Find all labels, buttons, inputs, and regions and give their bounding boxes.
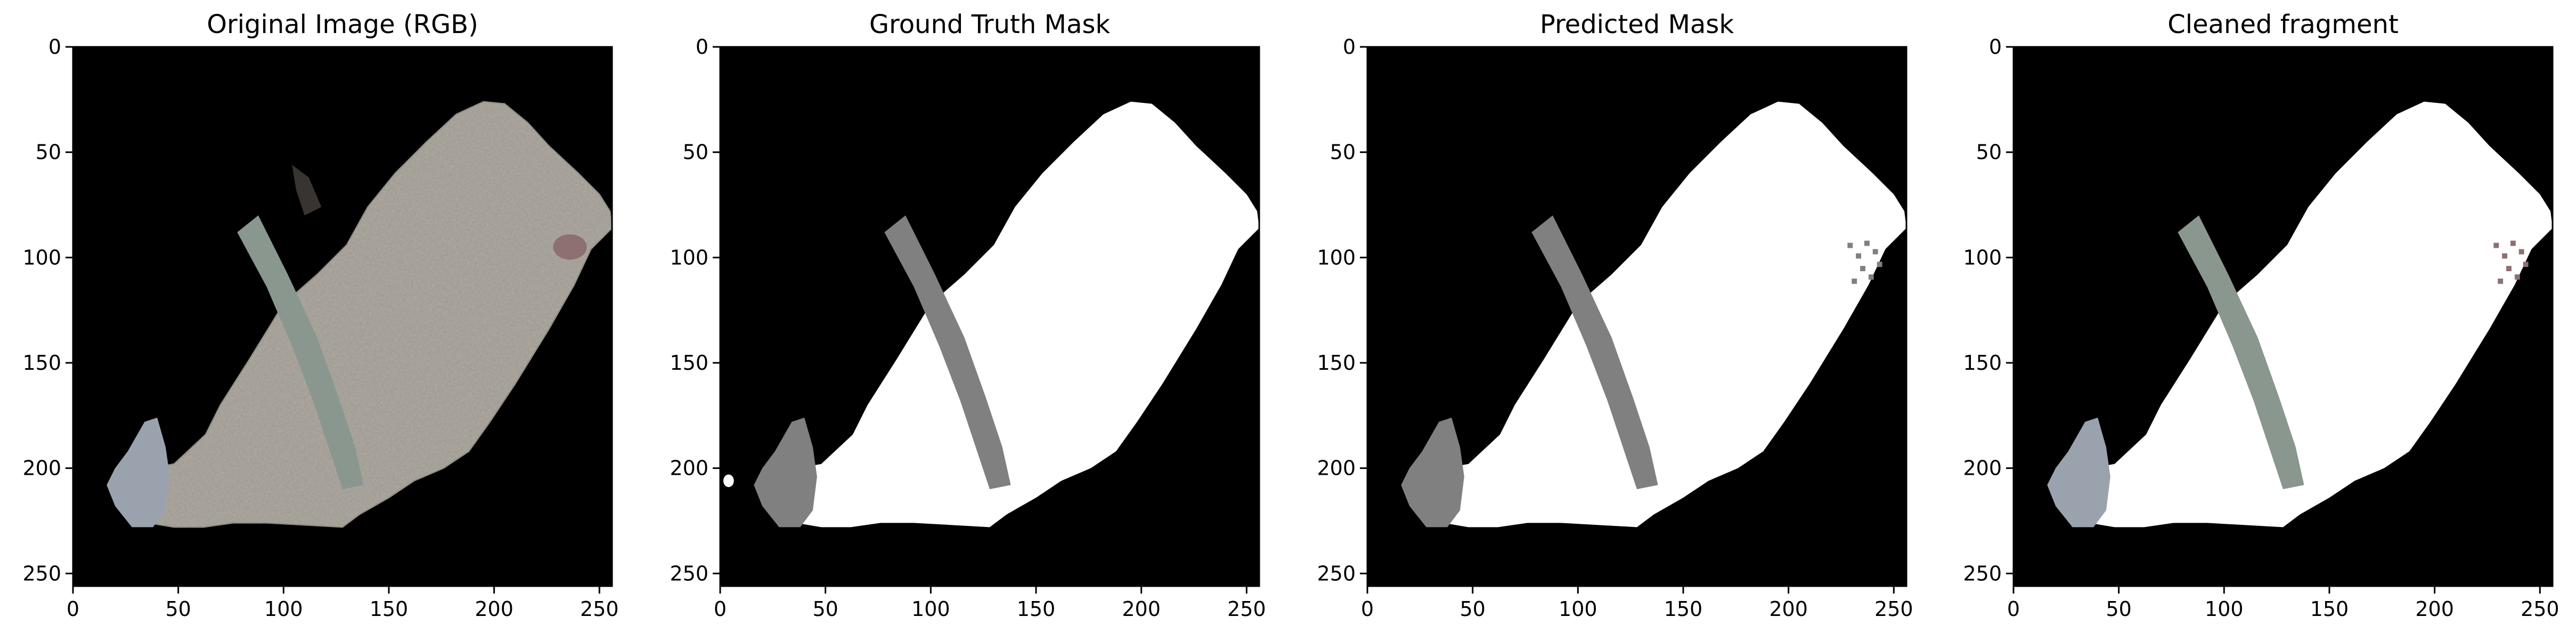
image-content: [1401, 101, 1906, 528]
noise-speck: [1877, 262, 1882, 267]
y-tick-label: 250: [1963, 562, 2002, 585]
axes-frame: [2012, 46, 2554, 587]
x-tick-label: 50: [165, 597, 191, 621]
y-tick-label: 150: [1317, 351, 1356, 375]
edge-fragment: [723, 474, 734, 488]
noise-speck: [1847, 242, 1853, 248]
crack-detail: [292, 165, 322, 216]
noise-speck: [1856, 253, 1862, 259]
axes-frame: [72, 46, 613, 587]
noise-speck: [1852, 278, 1857, 284]
y-tick-label: 0: [48, 35, 61, 59]
noise-speck: [1868, 274, 1874, 280]
noise-speck: [2506, 266, 2512, 272]
y-tick-label: 200: [670, 457, 708, 480]
x-tick-label: 200: [1122, 597, 1161, 621]
x-tick-label: 50: [812, 597, 838, 621]
x-tick-label: 150: [1017, 597, 1056, 621]
blob-region: [2047, 417, 2110, 528]
x-tick-label: 100: [1559, 597, 1597, 621]
x-tick-label: 200: [2415, 597, 2454, 621]
noise-speck: [1860, 266, 1865, 272]
panel-ground-truth: Ground Truth Mask 0 50 100 150 200 250 0 50 100 15…: [670, 10, 1266, 621]
y-tick-label: 50: [1976, 141, 2002, 164]
y-tick-label: 250: [1317, 562, 1356, 585]
y-tick-label: 250: [22, 562, 61, 585]
fragment-mask: [2068, 101, 2553, 528]
y-tick-label: 150: [1963, 351, 2002, 375]
x-tick-label: 250: [1874, 597, 1913, 621]
y-tick-label: 50: [683, 141, 708, 164]
noise-speck: [2510, 240, 2516, 246]
y-tick-label: 100: [22, 246, 61, 269]
y-tick-label: 250: [670, 562, 708, 585]
y-tick-label: 100: [1963, 246, 2002, 269]
y-tick-label: 50: [36, 141, 61, 164]
y-tick-label: 0: [1989, 35, 2002, 59]
x-tick-label: 100: [2205, 597, 2244, 621]
x-tick-label: 0: [67, 597, 79, 621]
y-tick-label: 0: [696, 35, 708, 59]
axes-frame: [719, 46, 1260, 587]
panel-title: Original Image (RGB): [207, 10, 478, 39]
stain-region: [553, 234, 587, 260]
image-content: [723, 101, 1259, 528]
y-tick-label: 200: [22, 457, 61, 480]
noise-speck: [2523, 262, 2529, 267]
noise-speck: [2514, 274, 2520, 280]
x-tick-label: 250: [1227, 597, 1266, 621]
noise-speck: [2502, 253, 2508, 259]
x-tick-label: 100: [264, 597, 303, 621]
y-tick-label: 0: [1343, 35, 1356, 59]
x-tick-label: 150: [1664, 597, 1703, 621]
x-tick-label: 150: [370, 597, 409, 621]
panel-original: Original Image (RGB) 0 50 100 150 200 250 0 50 10…: [22, 10, 618, 621]
x-tick-label: 50: [1460, 597, 1485, 621]
x-tick-label: 200: [1769, 597, 1808, 621]
x-tick-label: 200: [475, 597, 513, 621]
y-tick-label: 100: [1317, 246, 1356, 269]
noise-speck: [1872, 249, 1878, 255]
x-tick-label: 250: [2521, 597, 2559, 621]
x-tick-label: 0: [1361, 597, 1374, 621]
stripe-region: [884, 215, 1011, 490]
panel-title: Ground Truth Mask: [869, 10, 1111, 39]
blob-region: [754, 417, 817, 528]
x-tick-label: 0: [714, 597, 727, 621]
x-tick-label: 100: [911, 597, 950, 621]
noise-speck: [2493, 242, 2499, 248]
y-tick-label: 150: [22, 351, 61, 375]
image-content: [2047, 101, 2553, 528]
noise-speck: [2518, 249, 2524, 255]
y-tick-label: 150: [670, 351, 708, 375]
fragment-mask: [775, 101, 1259, 528]
y-tick-label: 200: [1317, 457, 1356, 480]
fragment-mask: [1422, 101, 1906, 528]
axes-frame: [1366, 46, 1907, 587]
stripe-region: [2178, 215, 2304, 490]
panel-title: Cleaned fragment: [2167, 10, 2399, 39]
y-tick-label: 100: [670, 246, 708, 269]
x-tick-label: 0: [2007, 597, 2020, 621]
noise-speck: [1864, 240, 1870, 246]
y-tick-label: 200: [1963, 457, 2002, 480]
x-tick-label: 50: [2106, 597, 2131, 621]
stripe-region: [237, 215, 364, 490]
blob-region: [1401, 417, 1464, 528]
panel-title: Predicted Mask: [1540, 10, 1734, 39]
stripe-region: [1531, 215, 1658, 490]
blob-region: [107, 417, 170, 528]
noise-speck: [2498, 278, 2504, 284]
x-tick-label: 150: [2310, 597, 2349, 621]
x-tick-label: 250: [580, 597, 619, 621]
y-tick-label: 50: [1330, 141, 1356, 164]
